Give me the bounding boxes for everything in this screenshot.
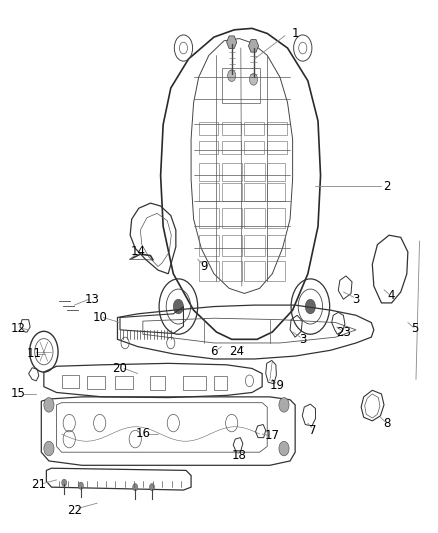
Bar xyxy=(184,376,206,390)
Bar xyxy=(267,122,286,135)
Text: 14: 14 xyxy=(130,245,145,259)
Text: 19: 19 xyxy=(270,379,285,392)
Bar xyxy=(244,183,265,201)
Bar xyxy=(267,141,286,154)
Bar xyxy=(244,141,264,154)
Text: 9: 9 xyxy=(200,260,208,273)
Bar xyxy=(222,163,242,181)
Text: 18: 18 xyxy=(232,449,247,462)
Bar xyxy=(222,207,242,228)
Bar xyxy=(199,122,218,135)
Bar xyxy=(267,163,285,181)
Text: 1: 1 xyxy=(291,27,299,40)
Bar xyxy=(199,207,219,228)
Bar xyxy=(222,183,242,201)
Circle shape xyxy=(78,482,84,489)
Bar xyxy=(222,141,241,154)
Circle shape xyxy=(228,70,236,82)
Circle shape xyxy=(173,299,184,314)
Text: 11: 11 xyxy=(26,348,41,360)
Text: 17: 17 xyxy=(265,429,280,442)
Text: 13: 13 xyxy=(85,293,99,306)
Circle shape xyxy=(149,483,155,491)
Circle shape xyxy=(62,479,67,487)
Bar xyxy=(199,183,219,201)
Text: 3: 3 xyxy=(353,293,360,306)
Bar xyxy=(244,235,265,256)
Bar xyxy=(199,235,219,256)
Text: 10: 10 xyxy=(92,311,107,324)
Text: 20: 20 xyxy=(113,362,127,375)
Bar xyxy=(244,163,265,181)
Circle shape xyxy=(250,74,258,85)
Circle shape xyxy=(279,398,289,412)
Text: 7: 7 xyxy=(309,424,317,437)
Bar xyxy=(199,163,219,181)
Circle shape xyxy=(44,441,54,456)
Text: 2: 2 xyxy=(383,180,390,193)
Text: 15: 15 xyxy=(11,387,26,400)
Bar xyxy=(244,261,265,281)
Bar xyxy=(199,141,218,154)
Circle shape xyxy=(305,299,315,314)
Circle shape xyxy=(44,398,54,412)
Text: 6: 6 xyxy=(210,345,218,358)
Bar xyxy=(222,235,242,256)
Bar xyxy=(222,122,241,135)
Bar xyxy=(151,376,165,390)
Bar xyxy=(62,375,79,388)
Bar xyxy=(214,376,226,390)
Bar xyxy=(222,261,242,281)
Text: 16: 16 xyxy=(135,427,150,440)
Bar xyxy=(244,207,265,228)
Bar xyxy=(222,68,260,103)
Bar xyxy=(267,183,285,201)
Text: 5: 5 xyxy=(411,322,418,335)
Text: 8: 8 xyxy=(383,417,390,430)
Circle shape xyxy=(133,483,138,491)
Bar xyxy=(115,376,133,389)
Circle shape xyxy=(279,441,289,456)
Text: 21: 21 xyxy=(31,479,46,491)
Bar xyxy=(267,261,285,281)
Text: 23: 23 xyxy=(336,326,351,338)
Text: 12: 12 xyxy=(11,322,26,335)
Text: 24: 24 xyxy=(229,345,244,358)
Bar xyxy=(199,261,219,281)
Bar xyxy=(267,235,285,256)
Text: 4: 4 xyxy=(388,289,396,302)
Bar xyxy=(87,376,105,389)
Bar xyxy=(267,207,285,228)
Bar xyxy=(244,122,264,135)
Text: 22: 22 xyxy=(67,504,82,517)
Text: 3: 3 xyxy=(299,333,307,346)
